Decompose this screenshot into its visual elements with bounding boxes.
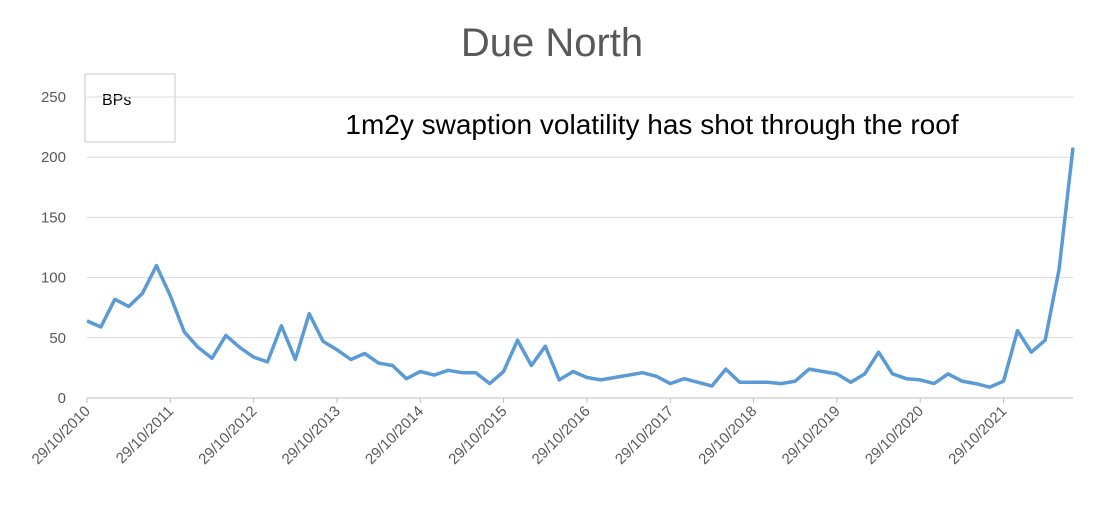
x-tick-label: 29/10/2018 xyxy=(695,403,760,468)
y-tick-label: 0 xyxy=(58,390,66,407)
label-box xyxy=(84,73,176,143)
x-tick-label: 29/10/2019 xyxy=(779,403,844,468)
x-tick-label: 29/10/2014 xyxy=(362,403,427,468)
x-tick-label: 29/10/2017 xyxy=(612,403,677,468)
x-tick-label: 29/10/2016 xyxy=(529,403,594,468)
x-tick-label: 29/10/2020 xyxy=(862,403,927,468)
chart-title: Due North xyxy=(461,21,643,65)
y-tick-label: 250 xyxy=(41,89,66,106)
x-tick-label: 29/10/2010 xyxy=(29,403,94,468)
y-tick-label: 200 xyxy=(41,149,66,166)
data-line xyxy=(86,147,1075,389)
x-tick-label: 29/10/2015 xyxy=(445,403,510,468)
annotation: 1m2y swaption volatility has shot throug… xyxy=(345,109,958,140)
x-tick-label: 29/10/2011 xyxy=(113,403,177,467)
x-tick-label: 29/10/2021 xyxy=(945,403,1010,468)
x-tick-label: 29/10/2013 xyxy=(279,403,344,468)
y-label: BPs xyxy=(102,92,131,109)
y-tick-label: 50 xyxy=(49,330,66,347)
y-tick-label: 150 xyxy=(41,209,66,226)
x-tick-label: 29/10/2012 xyxy=(195,403,260,468)
y-tick-label: 100 xyxy=(41,270,66,287)
